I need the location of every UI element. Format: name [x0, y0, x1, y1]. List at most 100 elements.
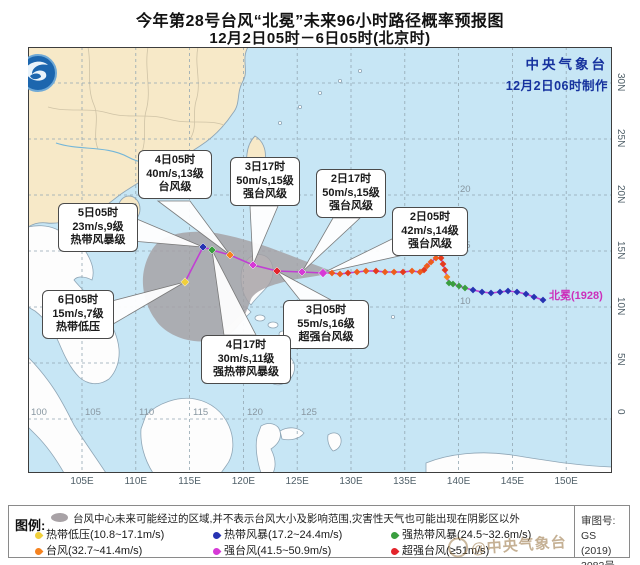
graticule-label: 105: [85, 407, 101, 418]
legend-item-label: 超强台风(≥51m/s): [402, 545, 490, 557]
lon-axis-label: 145E: [500, 476, 525, 487]
intensity-dot-icon: [389, 530, 400, 541]
callout-intensity: 超强台风级: [298, 331, 354, 343]
callout-intensity: 热带风暴级: [70, 234, 126, 246]
history-track-point: [530, 293, 538, 301]
typhoon-track-line: [184, 246, 544, 301]
lon-axis-label: 115E: [178, 476, 201, 487]
sulawesi-landmass: [255, 423, 281, 473]
legend-item-label: 热带低压(10.8~17.1m/s): [46, 529, 165, 541]
callout-pointer: [301, 217, 362, 273]
callout-time: 2日17时: [330, 173, 372, 185]
history-track-point: [372, 267, 380, 275]
legend-item: 热带风暴(17.2~24.4m/s): [211, 526, 342, 542]
legend-box: 图例: 台风中心未来可能经过的区域,并不表示台风大小及影响范围,灾害性天气也可能…: [8, 505, 630, 565]
history-track-point: [487, 289, 495, 297]
callout-layer: 4日05时 40m/s,13级 台风级 3日17时 50m/s,15级 强台风级 2日17时…: [28, 47, 612, 473]
callout-wind: 42m/s,14级: [401, 224, 459, 237]
callout-intensity: 强台风级: [243, 188, 287, 200]
page-title: 今年第28号台风“北冕”未来96小时路径概率预报图: [135, 13, 505, 30]
legend-item: 超强台风(≥51m/s): [389, 542, 490, 558]
callout-pointer: [249, 205, 279, 266]
graticule-label: 110: [139, 407, 154, 418]
agency-name: 中央气象台: [525, 57, 608, 72]
lon-axis-label: 120E: [231, 476, 256, 487]
forecast-track-point: [180, 277, 190, 287]
legend-item: 热带低压(10.8~17.1m/s): [33, 526, 165, 542]
callout-wind: 15m/s,7级: [52, 307, 104, 320]
ryukyu-island: [317, 91, 322, 96]
history-track-point: [513, 288, 521, 296]
map-canvas: 201510100105110115120125: [28, 47, 612, 473]
graticule-label: 115: [193, 407, 208, 418]
callout-wind: 23m/s,9级: [72, 220, 124, 233]
cone-legend-icon: [51, 513, 68, 522]
agency-block: 中央气象台 12月2日06时制作: [470, 53, 608, 94]
lon-axis-label: 135E: [393, 476, 417, 487]
visayas-island: [267, 321, 279, 329]
callout-intensity: 强热带风暴级: [213, 366, 279, 378]
lon-axis-label: 110E: [124, 476, 148, 487]
map-frame: [28, 47, 612, 473]
history-track-point: [432, 254, 440, 262]
legend-item: 强台风(41.5~50.9m/s): [211, 542, 332, 558]
borneo-landmass: [140, 397, 234, 473]
cma-logo-icon: [28, 54, 57, 92]
history-track-point: [427, 258, 435, 266]
legend-item-label: 强台风(41.5~50.9m/s): [224, 545, 332, 557]
intensity-dot-icon: [33, 546, 44, 557]
history-track-point: [461, 284, 469, 292]
callout-pointer: [156, 200, 231, 256]
history-track-point: [455, 282, 463, 290]
legend-item-label: 台风(32.7~41.4m/s): [46, 545, 143, 557]
history-track-point: [416, 268, 424, 276]
lat-axis-label: 20N: [615, 185, 626, 204]
history-track-point: [443, 273, 451, 281]
ryukyu-island: [277, 121, 282, 126]
forecast-map: 201510100105110115120125 4日05时40m/s,13级台…: [28, 47, 612, 473]
history-track-point: [328, 269, 336, 277]
callout-wind: 30m/s,11级: [217, 352, 275, 365]
province-borders: [47, 47, 225, 158]
history-track-point: [399, 268, 407, 276]
lon-axis-label: 140E: [446, 476, 471, 487]
forecast-track-point: [297, 267, 307, 277]
probability-cone-area: [142, 231, 335, 342]
legend-item: 台风(32.7~41.4m/s): [33, 542, 143, 558]
palau-island: [390, 314, 395, 319]
history-track-point: [381, 268, 389, 276]
ryukyu-island: [297, 105, 302, 110]
history-track-point: [445, 279, 453, 287]
approval-number: GS (2019) 3082号: [581, 530, 615, 565]
forecast-track-point: [225, 250, 235, 260]
legend-items: 热带低压(10.8~17.1m/s) 热带风暴(17.2~24.4m/s) 强热带风…: [33, 525, 571, 558]
forecast-track-point: [272, 266, 282, 276]
watermark-logo-icon: [447, 536, 469, 559]
lat-axis-label: 15N: [615, 241, 626, 260]
history-track-point: [441, 266, 449, 274]
callout-intensity: 强台风级: [408, 238, 452, 250]
history-track-point: [423, 262, 431, 270]
lon-axis-label: 125E: [285, 476, 309, 487]
intensity-dot-icon: [389, 546, 400, 557]
lat-axis-label: 0: [615, 409, 626, 415]
history-track-point: [408, 267, 416, 275]
legend-item-label: 强热带风暴(24.5~32.6m/s): [402, 529, 532, 541]
history-track-point: [478, 288, 486, 296]
probability-cone: [142, 231, 335, 342]
forecast-callout: 5日05时 23m/s,9级 热带风暴级: [58, 203, 138, 252]
callout-time: 6日05时: [57, 294, 99, 306]
history-track-point: [420, 266, 428, 274]
lat-axis-label: 25N: [615, 129, 626, 148]
malay-sumatra-landmass: [28, 356, 107, 473]
forecast-track-point: [318, 268, 328, 278]
graticule-label: 100: [31, 407, 47, 418]
sulawesi-arm: [279, 427, 305, 441]
callout-wind: 55m/s,16级: [297, 317, 355, 330]
callout-wind: 50m/s,15级: [236, 174, 294, 187]
new-guinea-landmass: [425, 452, 612, 473]
graticule-label: 10: [460, 296, 471, 307]
history-track-point: [390, 268, 398, 276]
cone-legend-note: 台风中心未来可能经过的区域,并不表示台风大小及影响范围,灾害性天气也可能出现在阴…: [73, 513, 520, 525]
callout-time: 4日17时: [225, 339, 267, 351]
